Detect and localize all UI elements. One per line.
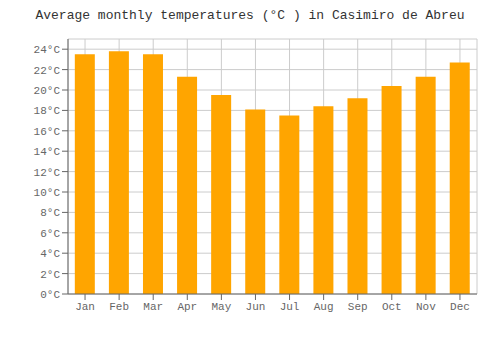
svg-text:Jun: Jun [246, 301, 266, 313]
svg-text:Apr: Apr [177, 301, 197, 313]
svg-text:10°C: 10°C [34, 187, 61, 199]
svg-text:May: May [211, 301, 231, 313]
svg-text:22°C: 22°C [34, 65, 61, 77]
svg-text:18°C: 18°C [34, 105, 61, 117]
svg-text:20°C: 20°C [34, 85, 61, 97]
svg-text:2°C: 2°C [40, 269, 60, 281]
svg-text:Dec: Dec [450, 301, 470, 313]
svg-text:24°C: 24°C [34, 44, 61, 56]
svg-text:Oct: Oct [382, 301, 402, 313]
svg-text:Jan: Jan [75, 301, 95, 313]
svg-text:Aug: Aug [314, 301, 334, 313]
svg-text:Feb: Feb [109, 301, 129, 313]
svg-text:6°C: 6°C [40, 228, 60, 240]
svg-text:Nov: Nov [416, 301, 436, 313]
svg-text:Sep: Sep [348, 301, 368, 313]
svg-text:8°C: 8°C [40, 207, 60, 219]
svg-text:12°C: 12°C [34, 167, 61, 179]
svg-text:4°C: 4°C [40, 248, 60, 260]
svg-text:Jul: Jul [280, 301, 300, 313]
svg-text:0°C: 0°C [40, 289, 60, 301]
svg-text:14°C: 14°C [34, 146, 61, 158]
svg-text:Mar: Mar [143, 301, 163, 313]
html-text:Average monthly temperatures (: Average monthly temperatures (°C ) in Ca… [35, 8, 465, 23]
svg-text:16°C: 16°C [34, 126, 61, 138]
